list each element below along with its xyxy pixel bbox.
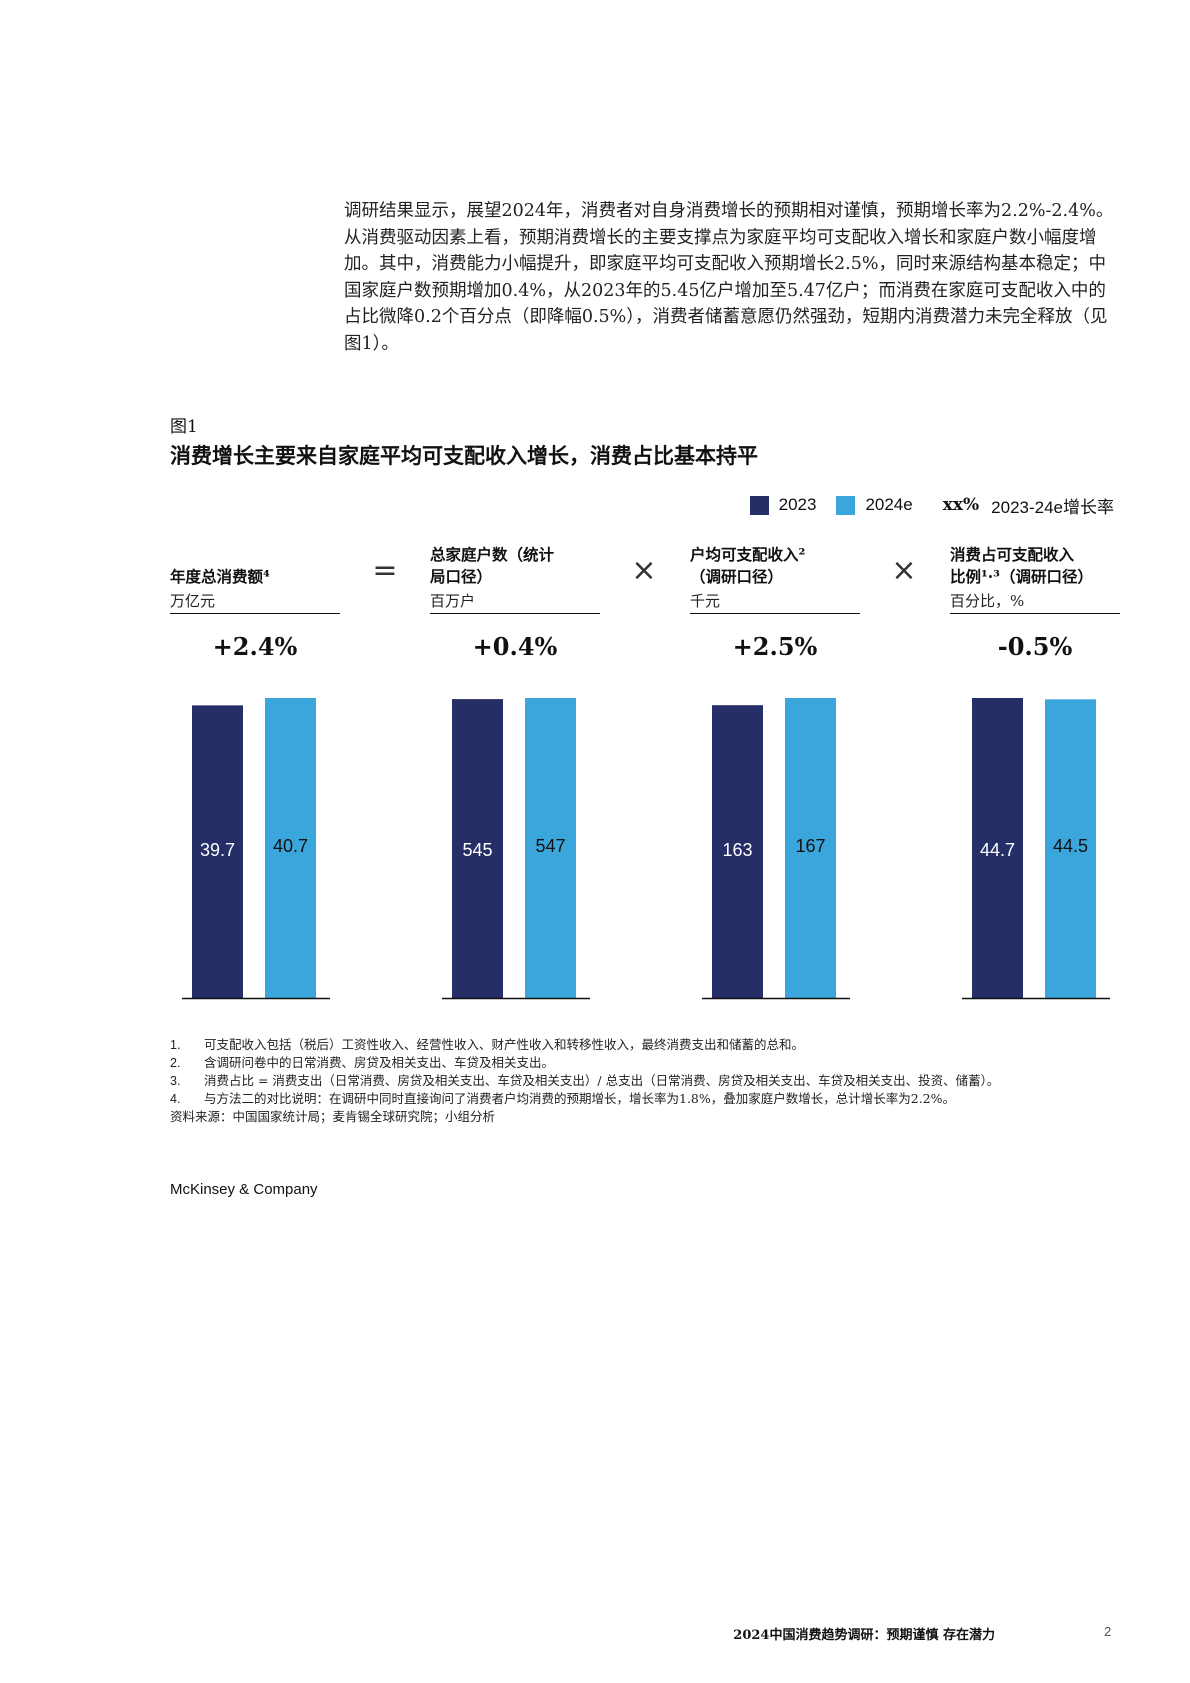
legend-label-2024e: 2024e [865,495,913,514]
intro-paragraph: 调研结果显示，展望2024年，消费者对自身消费增长的预期相对谨慎，预期增长率为2… [344,201,1114,354]
footnote-number: 4. [170,1092,181,1106]
panel-header-consumption-share: 消费占可支配收入 比例¹·³（调研口径） 百分比，% [950,544,1120,614]
source-note: 资料来源：中国国家统计局；麦肯锡全球研究院；小组分析 [170,1109,496,1124]
footnote-text: 消费占比 = 消费支出（日常消费、房贷及相关支出、车贷及相关支出）/ 总支出（日… [204,1073,1000,1088]
panel-header-total-consumption: 年度总消费额⁴ 万亿元 [170,544,340,614]
figure-title: 消费增长主要来自家庭平均可支配收入增长，消费占比基本持平 [170,443,758,468]
legend-swatch-2023 [749,495,769,515]
panel-header-income: 户均可支配收入² （调研口径） 千元 [690,544,860,614]
multiply-operator: × [891,553,917,588]
bar-value-label: 163 [722,840,752,860]
equals-operator: = [372,553,398,588]
page-number: 2 [1104,1624,1112,1639]
footnote-item: 3. 消费占比 = 消费支出（日常消费、房贷及相关支出、车贷及相关支出）/ 总支… [170,1072,1130,1090]
footnote-number: 2. [170,1056,181,1070]
panel-unit: 千元 [690,592,721,610]
footer-doc-title: 2024中国消费趋势调研：预期谨慎 存在潜力 [733,1628,995,1643]
footnote-text: 可支配收入包括（税后）工资性收入、经营性收入、财产性收入和转移性收入，最终消费支… [204,1037,805,1052]
bar-value-label: 545 [462,840,492,860]
footnote-item: 4. 与方法二的对比说明：在调研中同时直接询问了消费者户均消费的预期增长，增长率… [170,1090,1130,1108]
panel-header-households: 总家庭户数（统计 局口径） 百万户 [430,544,600,614]
growth-rate-households: +0.4% [472,632,558,661]
bar-households-2024e [525,698,576,998]
bar-value-label: 547 [535,836,565,856]
bar-income-2023 [712,705,763,998]
legend-item-2023: 2023 [749,495,817,515]
panel-divider [170,612,340,614]
bar-consumption-share-2023 [972,698,1023,998]
multiply-operator: × [631,553,657,588]
footnotes: 1. 可支配收入包括（税后）工资性收入、经营性收入、财产性收入和转移性收入，最终… [170,1036,1130,1126]
panel-title: 总家庭户数（统计 局口径） [430,545,555,586]
footnote-number: 3. [170,1074,181,1088]
panel-unit: 百万户 [430,592,476,610]
legend-growth-marker: xx% [942,495,980,515]
chart-legend: 2023 2024e xx% 2023-24e增长率 [749,492,1114,518]
panel-divider [430,612,600,614]
legend-growth-label: 2023-24e增长率 [991,497,1114,517]
panel-title: 户均可支配收入² （调研口径） [690,545,806,586]
bar-value-label: 44.5 [1053,836,1088,856]
brand-name: McKinsey & Company [170,1181,318,1198]
panel-unit: 万亿元 [170,592,216,610]
bar-value-label: 167 [795,836,825,856]
footnote-item: 1. 可支配收入包括（税后）工资性收入、经营性收入、财产性收入和转移性收入，最终… [170,1036,1130,1054]
bar-income-2024e [785,698,836,998]
figure-label: 图1 [170,417,198,437]
growth-rate-income: +2.5% [732,632,818,661]
panel-unit: 百分比，% [950,592,1025,610]
panel-divider [690,612,860,614]
growth-rate-total-consumption: +2.4% [212,632,298,661]
bar-value-label: 40.7 [273,836,308,856]
legend-item-2024e: 2024e [836,495,913,515]
growth-rate-consumption-share: -0.5% [997,632,1073,661]
footnote-text: 与方法二的对比说明：在调研中同时直接询问了消费者户均消费的预期增长，增长率为1.… [204,1091,956,1106]
footnote-item: 2. 含调研问卷中的日常消费、房贷及相关支出、车贷及相关支出。 [170,1054,1130,1072]
panel-divider [950,612,1120,614]
bar-total-consumption-2024e [265,698,316,998]
legend-swatch-2024e [836,495,856,515]
panel-title: 年度总消费额⁴ [170,567,270,586]
bar-value-label: 44.7 [980,840,1015,860]
panel-title: 消费占可支配收入 比例¹·³（调研口径） [950,545,1093,586]
footnote-text: 含调研问卷中的日常消费、房贷及相关支出、车贷及相关支出。 [204,1055,555,1070]
legend-label-2023: 2023 [778,495,817,514]
bar-households-2023 [452,699,503,998]
footnote-number: 1. [170,1038,181,1052]
bar-total-consumption-2023 [192,705,243,998]
bar-consumption-share-2024e [1045,699,1096,998]
bar-value-label: 39.7 [200,840,235,860]
